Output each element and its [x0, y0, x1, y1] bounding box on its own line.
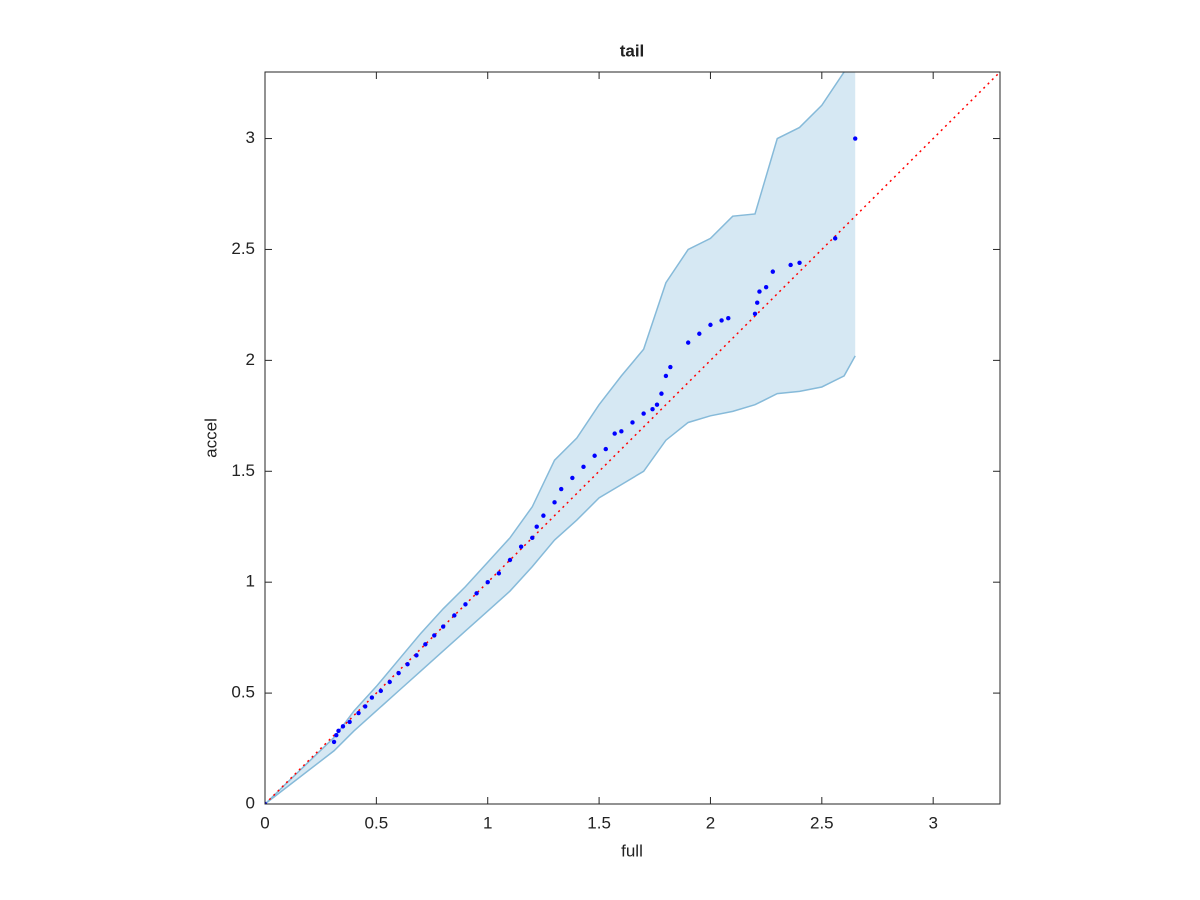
x-axis-label: full: [621, 841, 643, 860]
data-point: [440, 624, 446, 629]
data-point: [659, 391, 664, 396]
x-tick-label: 0: [260, 813, 269, 832]
y-tick-label: 1: [246, 572, 255, 591]
y-tick-label: 2.5: [231, 239, 255, 258]
data-point: [770, 269, 776, 274]
data-point: [485, 579, 490, 585]
x-tick-label: 1: [483, 813, 492, 832]
y-axis-label: accel: [201, 418, 220, 458]
data-point: [708, 322, 713, 328]
data-point: [507, 557, 513, 563]
data-point: [331, 739, 337, 745]
data-point: [452, 613, 457, 618]
data-point: [423, 642, 428, 647]
data-point: [603, 446, 608, 452]
y-tick-label: 0: [246, 793, 255, 812]
data-point: [592, 453, 597, 458]
data-point: [336, 728, 341, 733]
data-point: [752, 311, 758, 316]
chart-title: tail: [620, 41, 645, 60]
data-point: [668, 364, 673, 370]
x-tick-label: 2: [706, 813, 715, 832]
x-tick-label: 0.5: [365, 813, 389, 832]
data-point: [340, 724, 346, 729]
x-tick-label: 1.5: [587, 813, 611, 832]
band-edge: [265, 355, 856, 804]
data-point: [518, 544, 524, 549]
data-point: [396, 670, 401, 676]
y-tick-label: 3: [246, 128, 255, 147]
axes-box: [264, 71, 1001, 805]
data-point: [405, 662, 410, 667]
data-point: [663, 373, 669, 379]
y-tick-label: 2: [246, 350, 255, 369]
data-point: [552, 500, 557, 505]
data-point: [570, 475, 575, 481]
data-point: [559, 486, 564, 492]
data-point: [757, 289, 762, 294]
y-tick-label: 0.5: [231, 683, 255, 702]
confidence-band: [265, 72, 856, 804]
data-point: [630, 420, 635, 425]
data-point: [612, 431, 617, 436]
data-point: [356, 710, 361, 716]
data-point: [363, 704, 368, 709]
data-point: [654, 402, 660, 407]
data-point: [619, 429, 624, 434]
data-point: [534, 524, 539, 529]
data-point: [474, 591, 479, 596]
data-point: [347, 719, 352, 725]
data-point: [650, 406, 655, 412]
data-point: [432, 633, 437, 638]
data-point: [541, 513, 546, 518]
data-point: [387, 679, 392, 685]
data-point: [463, 602, 468, 607]
data-point: [581, 464, 586, 470]
data-point: [641, 411, 646, 416]
data-point: [788, 262, 793, 268]
data-point: [726, 316, 731, 321]
data-point: [719, 318, 724, 323]
reference-line: [265, 72, 1000, 804]
data-point: [496, 571, 502, 576]
data-point: [334, 733, 339, 738]
data-point: [378, 688, 384, 694]
data-point: [755, 300, 760, 305]
data-point: [853, 136, 858, 141]
y-tick-label: 1.5: [231, 461, 255, 480]
data-point: [697, 331, 702, 336]
x-tick-label: 2.5: [810, 813, 834, 832]
data-point: [763, 284, 769, 290]
data-point: [530, 535, 535, 541]
x-tick-label: 3: [928, 813, 937, 832]
data-point: [369, 695, 375, 700]
data-point: [265, 801, 268, 804]
plot-area: [265, 72, 1000, 804]
data-point: [797, 260, 802, 265]
data-point: [832, 236, 838, 241]
band-edge: [265, 72, 845, 804]
data-point: [685, 340, 691, 345]
data-point: [414, 653, 419, 658]
